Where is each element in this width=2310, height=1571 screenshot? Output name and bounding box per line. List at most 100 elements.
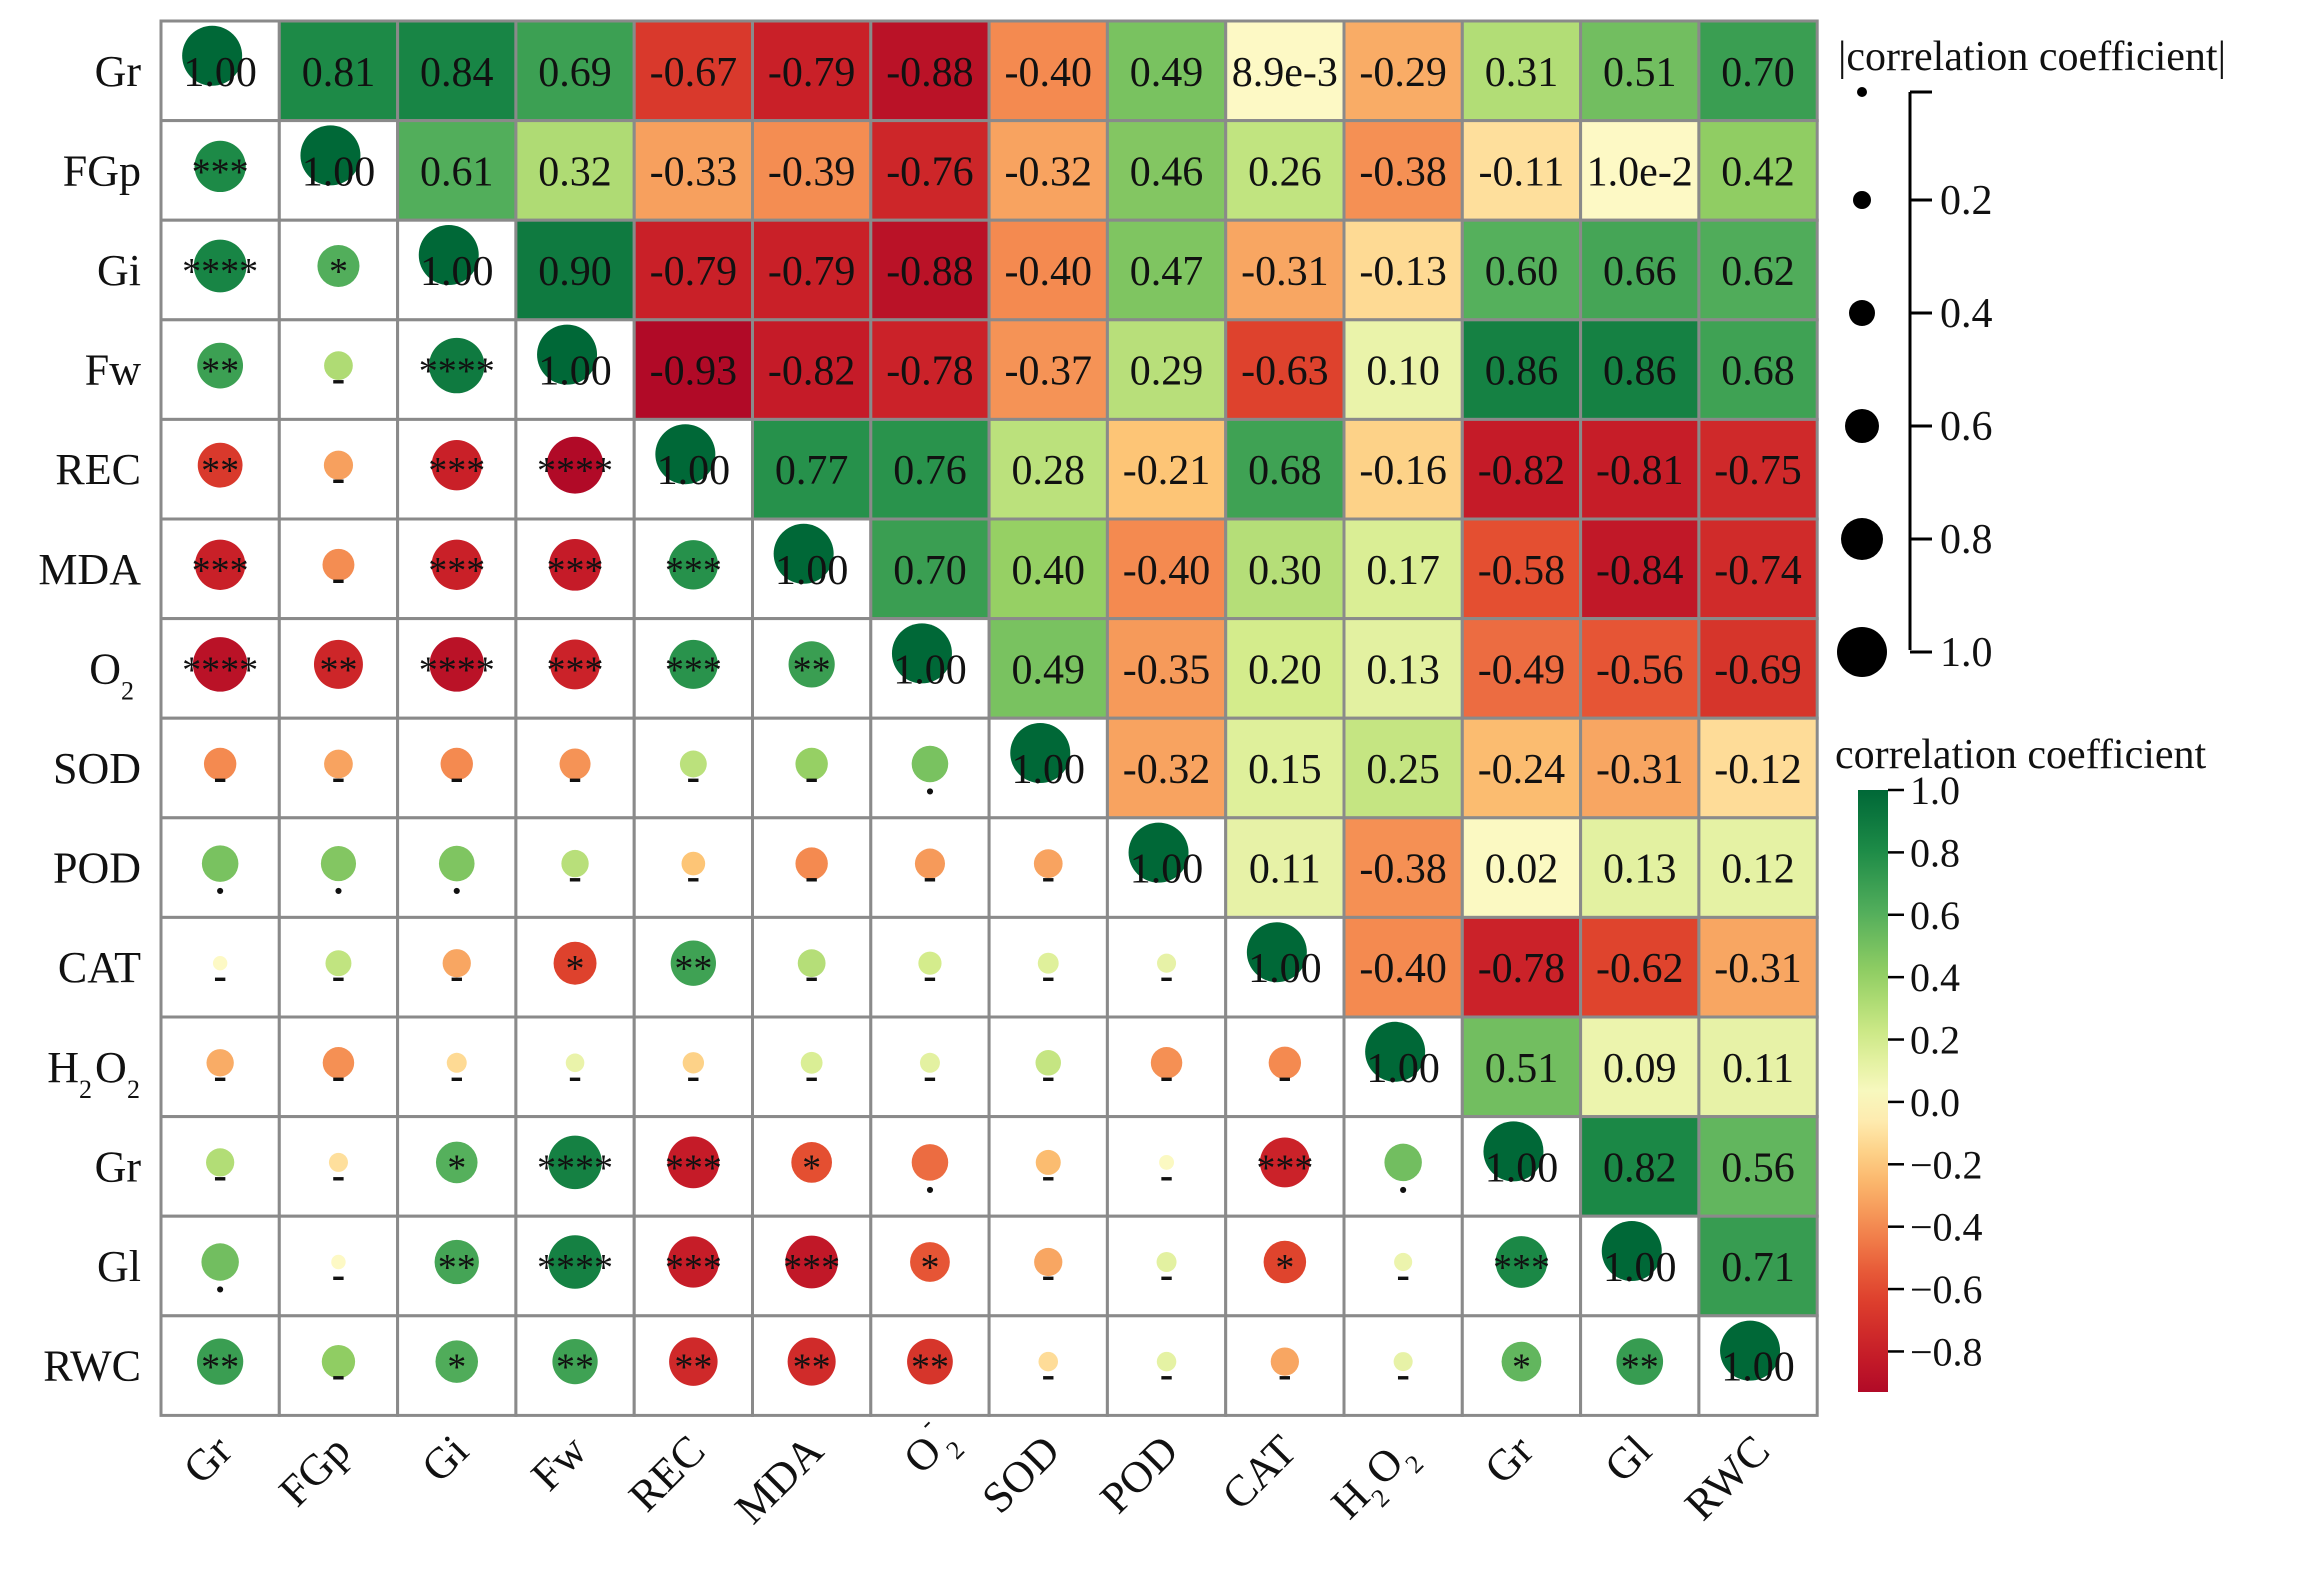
x-tick-label: MDA xyxy=(725,1426,832,1533)
size-legend-tick-label: 0.6 xyxy=(1940,404,1993,450)
significance-mark: ** xyxy=(201,351,239,393)
heatmap-cell xyxy=(1342,19,1464,123)
cell-value-label: 0.69 xyxy=(538,50,612,96)
cell-value-label: 0.40 xyxy=(1012,548,1086,594)
correlation-circle xyxy=(911,745,949,783)
color-legend-tick-label: 0.2 xyxy=(1910,1018,1960,1063)
heatmap-cell xyxy=(869,417,991,521)
heatmap-cell xyxy=(751,19,873,123)
correlation-circle xyxy=(194,140,246,193)
x-tick: FGp xyxy=(270,1426,360,1516)
significance-mark: - xyxy=(1042,854,1055,899)
cell-value-label: 0.12 xyxy=(1721,847,1795,893)
cell-value-label: -0.31 xyxy=(1596,747,1684,793)
cell-value-label: 0.90 xyxy=(538,249,612,295)
y-tick-label: Gi xyxy=(97,246,141,295)
cell-value-label: 0.26 xyxy=(1248,149,1322,195)
correlation-circle xyxy=(788,641,835,688)
significance-mark: **** xyxy=(537,1247,613,1289)
diagonal-circle xyxy=(537,324,598,385)
diagonal-circle xyxy=(300,125,361,186)
significance-mark: - xyxy=(1160,1053,1173,1098)
heatmap-cell xyxy=(1342,218,1464,322)
correlation-circle xyxy=(679,750,707,778)
significance-mark: ** xyxy=(1621,1347,1659,1389)
significance-mark: . xyxy=(1398,1159,1408,1201)
cell-value-label: -0.33 xyxy=(650,149,738,195)
cell-value-label: 0.49 xyxy=(1130,50,1204,96)
correlation-circle xyxy=(785,1235,838,1289)
x-tick-label: O xyxy=(894,1426,951,1483)
correlation-circle xyxy=(193,239,247,293)
color-legend-tick-label: 1.0 xyxy=(1910,768,1960,813)
significance-mark: - xyxy=(332,953,345,998)
significance-mark: *** xyxy=(428,550,485,592)
correlation-circle xyxy=(323,450,354,480)
correlation-circle xyxy=(919,1052,940,1073)
cell-value-label: -0.39 xyxy=(768,149,856,195)
significance-mark: - xyxy=(1160,953,1173,998)
cell-value-label: 0.17 xyxy=(1366,548,1440,594)
cell-value-label: 0.32 xyxy=(538,149,612,195)
correlation-circle xyxy=(1035,1149,1061,1175)
significance-mark: ** xyxy=(201,450,239,492)
cell-value-label: -0.79 xyxy=(768,50,856,96)
cell-value-label: -0.13 xyxy=(1359,249,1447,295)
size-legend-circle xyxy=(1857,87,1867,97)
x-tick-label: SOD xyxy=(972,1426,1069,1523)
cell-value-label: 0.68 xyxy=(1721,349,1795,395)
cell-value-label: -0.88 xyxy=(886,50,974,96)
cell-value-label: 1.00 xyxy=(657,448,731,494)
correlation-circle xyxy=(435,1141,478,1184)
significance-mark: - xyxy=(332,754,345,799)
correlation-circle xyxy=(1259,1137,1310,1188)
correlation-circle xyxy=(669,1337,718,1386)
significance-mark: - xyxy=(1278,1352,1291,1397)
significance-mark: *** xyxy=(783,1247,840,1289)
significance-mark: - xyxy=(1042,1152,1055,1197)
cell-value-label: -0.78 xyxy=(1478,946,1566,992)
cell-value-label: -0.56 xyxy=(1596,647,1684,693)
cell-value-label: 0.47 xyxy=(1130,249,1204,295)
cell-value-label: -0.79 xyxy=(650,249,738,295)
y-tick-label-part: O xyxy=(95,1043,127,1092)
heatmap-cell xyxy=(987,617,1109,720)
cell-value-label: 0.68 xyxy=(1248,448,1322,494)
cell-value-label: 0.42 xyxy=(1721,149,1795,195)
significance-mark: - xyxy=(805,953,818,998)
color-legend-tick-label: 0.4 xyxy=(1910,955,1960,1000)
cell-value-label: 0.02 xyxy=(1485,847,1559,893)
correlation-circle xyxy=(907,1338,953,1385)
size-legend-circle xyxy=(1841,518,1883,560)
cell-value-label: 0.10 xyxy=(1366,349,1440,395)
cell-value-label: 1.00 xyxy=(1248,946,1322,992)
significance-mark: ** xyxy=(911,1347,949,1389)
cell-value-label: -0.58 xyxy=(1478,548,1566,594)
cell-value-label: 0.70 xyxy=(893,548,967,594)
correlation-circle xyxy=(317,244,360,288)
significance-mark: - xyxy=(332,356,345,401)
x-tick-label: RWC xyxy=(1675,1426,1779,1530)
significance-mark: - xyxy=(1042,1053,1055,1098)
correlation-circle xyxy=(1157,953,1177,973)
heatmap-cell xyxy=(1697,1015,1819,1119)
y-tick-label: POD xyxy=(53,844,141,893)
cell-value-label: 1.00 xyxy=(1012,747,1086,793)
cell-value-label: -0.81 xyxy=(1596,448,1684,494)
y-tick-label-subscript: 2 xyxy=(79,1075,92,1104)
correlation-circle xyxy=(331,1254,346,1270)
heatmap-cell xyxy=(1224,417,1346,521)
diagonal-circle xyxy=(418,225,479,285)
y-tick-label-subscript: 2 xyxy=(127,1075,140,1104)
cell-value-label: -0.12 xyxy=(1714,747,1802,793)
significance-mark: *** xyxy=(192,151,249,193)
correlation-circle xyxy=(434,1239,479,1285)
significance-mark: - xyxy=(450,953,463,998)
significance-mark: . xyxy=(452,861,462,903)
significance-mark: * xyxy=(920,1247,939,1289)
correlation-circle xyxy=(324,351,353,380)
correlation-circle xyxy=(1501,1341,1542,1382)
significance-mark: * xyxy=(1275,1247,1294,1289)
y-tick-label-subscript: 2 xyxy=(121,676,134,705)
